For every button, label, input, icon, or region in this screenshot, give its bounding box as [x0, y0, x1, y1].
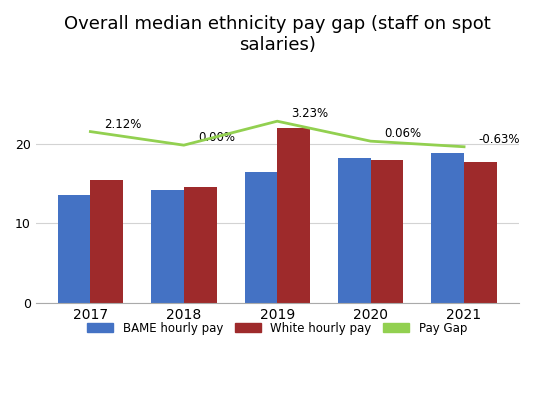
Text: 0.00%: 0.00% [198, 131, 235, 144]
Legend: BAME hourly pay, White hourly pay, Pay Gap: BAME hourly pay, White hourly pay, Pay G… [82, 316, 473, 341]
Bar [370, 160, 403, 303]
Text: 2.12%: 2.12% [104, 117, 142, 130]
Bar [245, 172, 277, 303]
Text: 0.06%: 0.06% [384, 127, 422, 140]
Bar [90, 179, 123, 303]
Bar [184, 187, 217, 303]
Title: Overall median ethnicity pay gap (staff on spot
salaries): Overall median ethnicity pay gap (staff … [64, 15, 491, 54]
Bar [58, 196, 90, 303]
Bar [338, 158, 370, 303]
Bar [277, 128, 310, 303]
Text: 3.23%: 3.23% [291, 107, 328, 120]
Text: -0.63%: -0.63% [478, 133, 519, 146]
Bar [464, 162, 497, 303]
Bar [431, 153, 464, 303]
Bar [151, 190, 184, 303]
